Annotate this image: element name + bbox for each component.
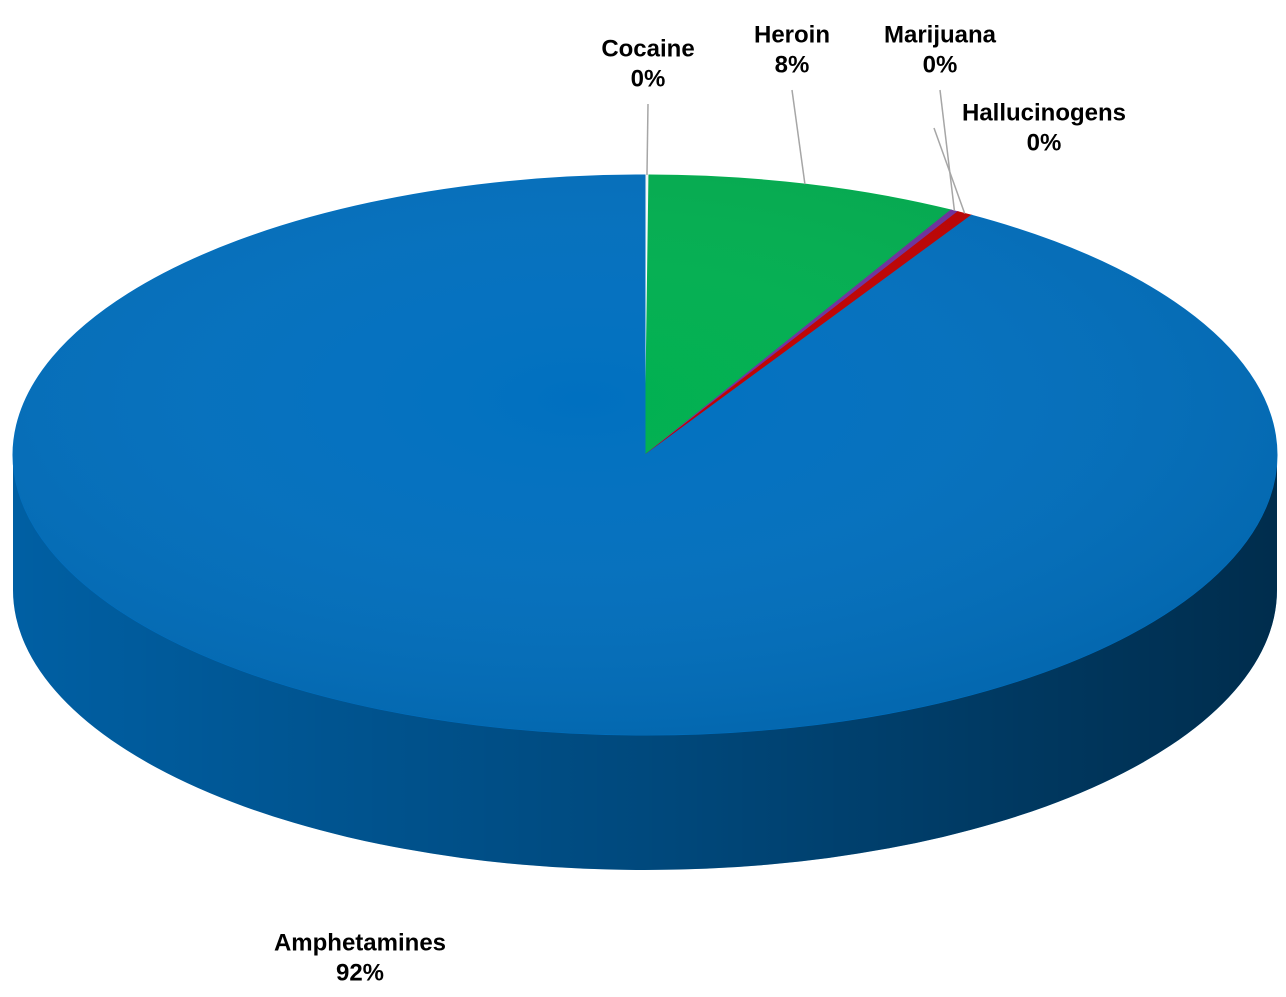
side-shade [13,455,1277,870]
leader-line [791,89,806,185]
value-label: 0% [923,51,958,78]
leader-line [933,127,966,214]
value-label: 92% [336,959,384,986]
category-label: Heroin [754,21,830,48]
leader-line [646,103,649,176]
category-label: Marijuana [884,21,997,48]
value-label: 0% [1027,129,1062,156]
category-label: Hallucinogens [962,99,1126,126]
value-label: 0% [631,65,666,92]
slice [12,174,1278,736]
pie-tops [12,174,1278,736]
category-label: Cocaine [601,35,694,62]
leader-line [939,89,956,211]
pie-sides [13,455,1277,870]
category-label: Amphetamines [274,929,446,956]
value-label: 8% [775,51,810,78]
data-labels: Cocaine0%Heroin8%Marijuana0%Hallucinogen… [274,21,1126,986]
